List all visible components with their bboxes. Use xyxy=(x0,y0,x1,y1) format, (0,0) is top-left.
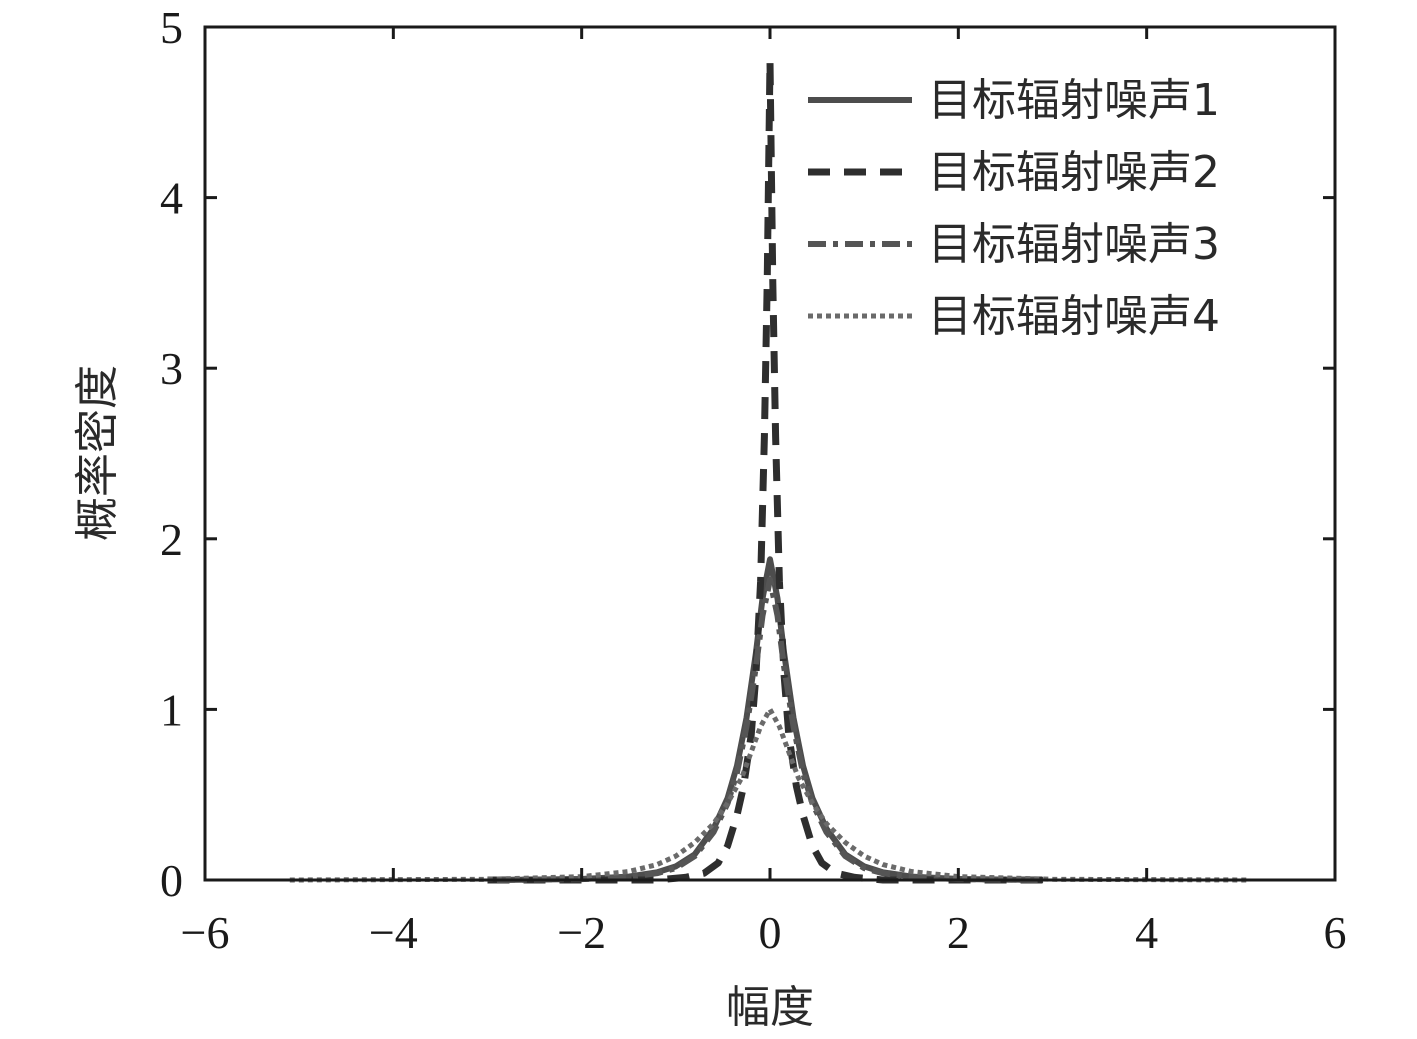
y-axis-label: 概率密度 xyxy=(72,365,123,541)
y-tick-label: 5 xyxy=(160,2,183,53)
legend-label-2: 目标辐射噪声2 xyxy=(928,147,1220,198)
y-tick-label: 1 xyxy=(160,684,183,735)
x-tick-label: −4 xyxy=(369,907,418,958)
x-axis-label: 幅度 xyxy=(726,982,814,1033)
axis-tick-labels: −6 −4 −2 0 2 4 6 0 1 2 3 4 5 xyxy=(160,2,1347,958)
y-tick-label: 3 xyxy=(160,343,183,394)
legend-label-1: 目标辐射噪声1 xyxy=(928,75,1220,126)
y-tick-label: 0 xyxy=(160,855,183,906)
x-tick-label: −6 xyxy=(181,907,230,958)
series-line-2 xyxy=(487,57,1053,884)
series-line-1 xyxy=(496,556,1044,883)
x-tick-label: 4 xyxy=(1135,907,1158,958)
axis-ticks xyxy=(203,25,1337,882)
y-tick-label: 4 xyxy=(160,173,183,224)
legend-label-4: 目标辐射噪声4 xyxy=(928,291,1220,342)
series-line-3 xyxy=(496,576,1044,883)
legend: 目标辐射噪声1 目标辐射噪声2 目标辐射噪声3 目标辐射噪声4 xyxy=(808,75,1220,342)
series-line-4 xyxy=(289,706,1251,883)
legend-label-3: 目标辐射噪声3 xyxy=(928,219,1220,270)
x-tick-label: −2 xyxy=(557,907,606,958)
x-tick-label: 6 xyxy=(1324,907,1347,958)
x-tick-label: 0 xyxy=(759,907,782,958)
x-tick-label: 2 xyxy=(947,907,970,958)
plot-area xyxy=(289,57,1251,884)
y-tick-label: 2 xyxy=(160,514,183,565)
